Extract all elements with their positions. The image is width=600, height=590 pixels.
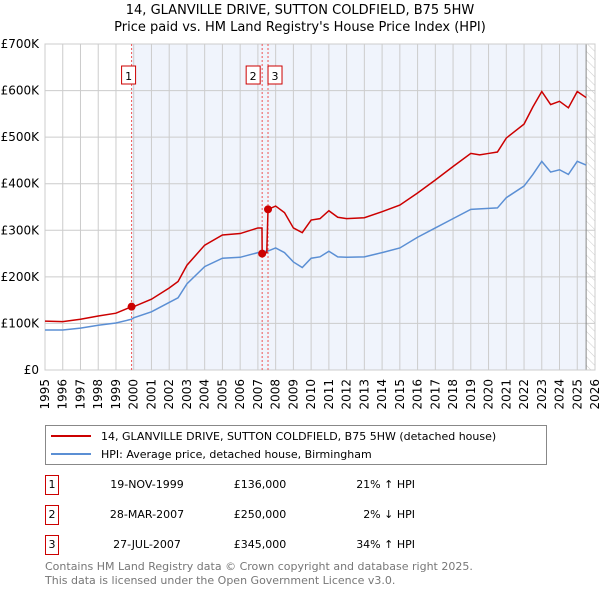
legend-swatch-hpi: [51, 453, 91, 455]
y-tick-label: £100K: [1, 316, 41, 330]
x-tick-label: 2015: [393, 379, 407, 410]
sale-label: 2: [250, 70, 257, 83]
x-tick-label: 2014: [375, 379, 389, 410]
hpi-line: [45, 160, 587, 331]
chart-title: 14, GLANVILLE DRIVE, SUTTON COLDFIELD, B…: [125, 3, 475, 18]
y-tick-label: £700K: [1, 37, 41, 51]
x-tick-label: 2002: [162, 379, 176, 410]
sale-label: 3: [272, 70, 279, 83]
footer-licence: This data is licensed under the Open Gov…: [45, 574, 396, 587]
x-tick-label: 1997: [73, 379, 87, 410]
x-tick-label: 2020: [482, 379, 496, 410]
sale-label: 1: [125, 70, 132, 83]
transaction-date: 27-JUL-2007: [113, 538, 181, 551]
x-tick-label: 1995: [38, 379, 52, 410]
plot-area: 1995 1996 1997 1998 1999 2000 2001 2002 2003 2004…: [1, 37, 600, 410]
x-tick-label: 2017: [428, 379, 442, 410]
x-tick-label: 2018: [446, 379, 460, 410]
plot-border: [44, 43, 596, 371]
transaction-date: 28-MAR-2007: [109, 508, 185, 521]
y-tick-label: £600K: [1, 84, 41, 98]
footer-copyright: Contains HM Land Registry data © Crown c…: [45, 560, 473, 573]
legend-label-hpi: HPI: Average price, detached house, Birm…: [101, 447, 372, 461]
x-tick-label: 2009: [286, 379, 300, 410]
y-tick-label: £0: [24, 363, 39, 377]
transaction-number: 1: [45, 475, 59, 495]
transaction-hpi: 34% ↑ HPI: [356, 538, 415, 551]
x-tick-label: 2007: [251, 379, 265, 410]
sale-point: [258, 249, 267, 258]
x-tick-label: 2026: [588, 379, 600, 410]
x-tick-label: 2023: [535, 379, 549, 410]
transaction-number: 2: [45, 505, 59, 525]
x-tick-label: 2011: [322, 379, 336, 410]
sale-label-box: [245, 65, 261, 85]
sale-point: [127, 302, 136, 311]
transaction-price: £250,000: [233, 508, 287, 521]
x-tick-label: 2016: [411, 379, 425, 410]
x-tick-label: 2006: [233, 379, 247, 410]
transaction-price: £345,000: [233, 538, 287, 551]
sale-label-box: [121, 65, 137, 85]
x-tick-label: 2013: [357, 379, 371, 410]
x-tick-label: 1998: [91, 379, 105, 410]
y-tick-label: £300K: [1, 223, 41, 237]
y-tick-label: £500K: [1, 130, 41, 144]
y-tick-label: £400K: [1, 177, 41, 191]
x-tick-label: 2022: [517, 379, 531, 410]
x-tick-label: 1996: [56, 379, 70, 410]
transaction-hpi: 2% ↓ HPI: [363, 508, 415, 521]
x-tick-label: 2008: [269, 379, 283, 410]
x-tick-label: 2025: [570, 379, 584, 410]
x-tick-label: 2010: [304, 379, 318, 410]
y-tick-label: £200K: [1, 270, 41, 284]
x-tick-label: 2012: [340, 379, 354, 410]
x-tick-label: 1999: [109, 379, 123, 410]
legend: 14, GLANVILLE DRIVE, SUTTON COLDFIELD, B…: [45, 425, 547, 465]
x-tick-label: 2003: [180, 379, 194, 410]
property-price-line: [44, 90, 587, 323]
transaction-number: 3: [45, 535, 59, 555]
chart-subtitle: Price paid vs. HM Land Registry's House …: [114, 20, 486, 35]
transaction-hpi: 21% ↑ HPI: [356, 478, 415, 491]
legend-item-hpi: HPI: Average price, detached house, Birm…: [51, 446, 372, 462]
future-hatch: [586, 44, 595, 370]
sale-point: [264, 205, 273, 214]
legend-swatch-property: [51, 435, 91, 437]
x-tick-label: 2005: [215, 379, 229, 410]
x-tick-label: 2000: [127, 379, 141, 410]
ownership-shade: [131, 44, 587, 370]
x-tick-label: 2021: [499, 379, 513, 410]
x-tick-label: 2001: [144, 379, 158, 410]
legend-label-property: 14, GLANVILLE DRIVE, SUTTON COLDFIELD, B…: [101, 429, 497, 443]
sale-label-box: [267, 65, 283, 85]
x-tick-label: 2004: [198, 379, 212, 410]
x-tick-label: 2019: [464, 379, 478, 410]
transaction-date: 19-NOV-1999: [110, 478, 184, 491]
transaction-price: £136,000: [233, 478, 287, 491]
x-tick-label: 2024: [553, 379, 567, 410]
legend-item-property: 14, GLANVILLE DRIVE, SUTTON COLDFIELD, B…: [51, 428, 496, 444]
